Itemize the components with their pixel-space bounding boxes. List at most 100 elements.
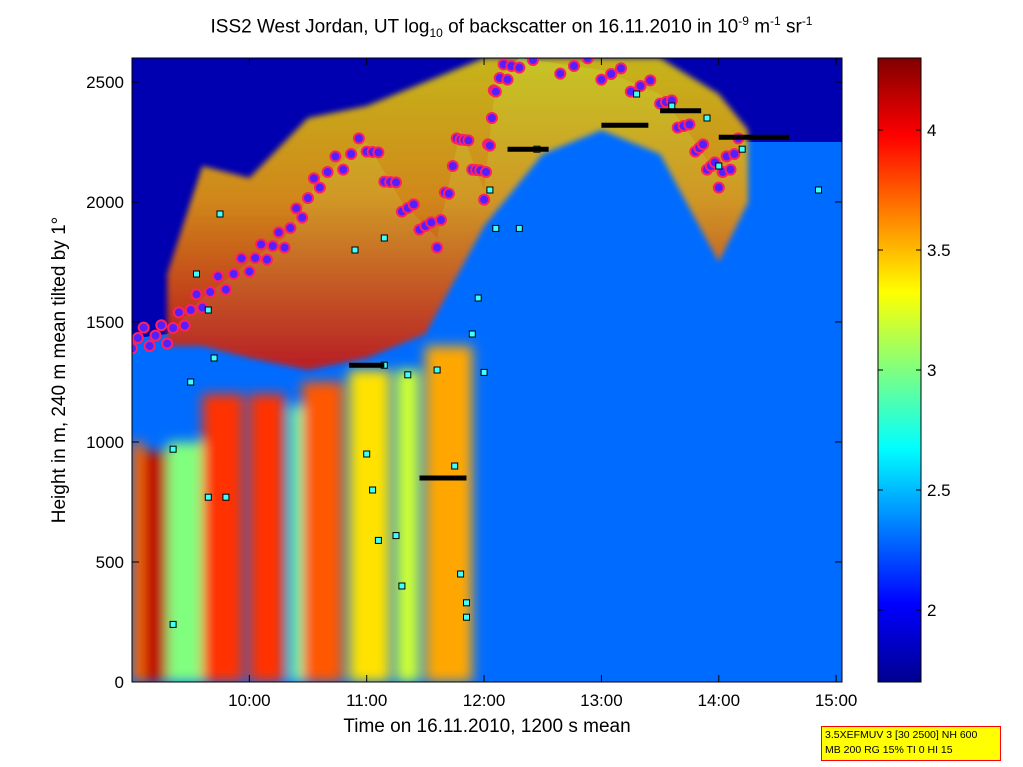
layer-marker [433,366,441,374]
heatmap-column [290,406,303,682]
layer-marker [738,145,746,153]
colorbar-tick-label: 3 [927,361,936,380]
aerosol-top-marker [313,181,326,194]
aerosol-top-marker [284,222,297,234]
colorbar-tick-label: 4 [927,121,936,140]
aerosol-top-marker [227,268,240,280]
layer-markers [169,90,822,628]
aerosol-top-marker [132,332,144,344]
layer-marker [187,378,195,386]
layer-marker [486,186,494,194]
colorbar-tick-label: 2 [927,601,936,620]
layer-marker [204,306,212,314]
aerosol-top-marker [489,85,502,98]
aerosol-top-marker [501,73,514,86]
aerosol-top-marker [149,329,162,342]
aerosol-top-marker [296,211,309,224]
aerosol-top-marker [431,241,444,254]
aerosol-top-marker [372,146,385,159]
heatmap-column [396,370,420,682]
aerosol-top-marker [513,61,526,74]
title-subscript: 10 [429,26,443,41]
settings-info-box: 3.5XEFMUV 3 [30 2500] NH 600 MB 200 RG 1… [821,726,1001,761]
layer-marker [668,102,676,110]
x-axis-label: Time on 16.11.2010, 1200 s mean [343,716,631,737]
aerosol-top-marker [243,265,256,278]
layer-marker [474,294,482,302]
aerosol-top-marker [407,198,420,211]
aerosol-top-markers [132,58,745,355]
aerosol-top-marker [724,163,737,176]
layer-marker [457,570,465,578]
y-tick-label: 2000 [86,193,124,212]
aerosol-top-marker [161,337,174,350]
aerosol-top-marker [480,166,492,178]
aerosol-top-marker [634,80,647,92]
layer-marker [815,186,822,194]
title-unit1: m [748,16,771,38]
layer-marker [204,493,212,501]
aerosol-top-marker [184,304,197,316]
layer-marker [222,493,230,501]
x-tick-label: 15:00 [815,691,858,710]
x-tick-label: 10:00 [228,691,271,710]
layer-marker [633,90,641,98]
heatmap-column [143,451,168,682]
layer-lines [349,108,790,481]
title-sup3: -1 [801,14,813,28]
layer-marker [169,620,177,628]
aerosol-top-marker [568,60,580,72]
aerosol-top-marker [615,62,627,75]
aerosol-top-marker [272,226,285,239]
aerosol-top-marker [255,238,268,251]
layer-marker [374,536,382,544]
aerosol-top-marker [554,67,567,80]
aerosol-top-marker [513,58,518,59]
aerosol-top-marker [697,138,710,151]
x-tick-label: 13:00 [580,691,623,710]
aerosol-top-marker [644,74,657,87]
aerosol-top-marker [483,139,496,152]
aerosol-top-marker [235,252,248,265]
aerosol-top-marker [544,58,549,59]
aerosol-top-marker [212,270,225,283]
settings-line-2: MB 200 RG 15% TI 0 HI 15 [825,744,953,756]
colorbar [877,57,922,683]
layer-marker [468,330,476,338]
aerosol-top-marker [352,132,365,145]
layer-marker [351,246,359,254]
aerosol-top-marker [155,319,168,332]
aerosol-top-marker [337,163,350,176]
aerosol-top-marker [190,288,203,301]
aerosol-top-marker [329,150,342,163]
layer-marker [515,224,523,232]
y-tick-label: 500 [96,553,124,572]
colorbar-tick-label: 2.5 [927,481,951,500]
aerosol-top-marker [478,193,491,206]
aerosol-top-marker [132,342,138,355]
title-sup2: -1 [770,14,781,28]
layer-marker [398,582,406,590]
heatmap-column [167,442,203,682]
layer-marker [380,234,388,242]
layer-marker [715,162,723,170]
aerosol-top-marker [485,112,498,124]
aerosol-top-marker [278,241,291,254]
aerosol-top-marker [390,176,402,189]
layer-marker [369,486,377,494]
y-tick-label: 2500 [86,73,124,92]
aerosol-top-marker [219,283,232,296]
aerosol-top-marker [595,73,608,86]
layer-marker [193,270,200,278]
aerosol-top-marker [307,172,320,185]
aerosol-top-marker [204,286,217,298]
layer-marker [404,371,412,379]
aerosol-top-marker [172,306,185,319]
x-tick-label: 11:00 [346,691,387,710]
aerosol-top-marker [435,214,447,226]
chart-title: ISS2 West Jordan, UT log10 of backscatte… [0,14,1023,40]
aerosol-top-marker [249,252,262,264]
aerosol-top-marker [712,181,725,194]
heatmap-column [425,346,473,682]
